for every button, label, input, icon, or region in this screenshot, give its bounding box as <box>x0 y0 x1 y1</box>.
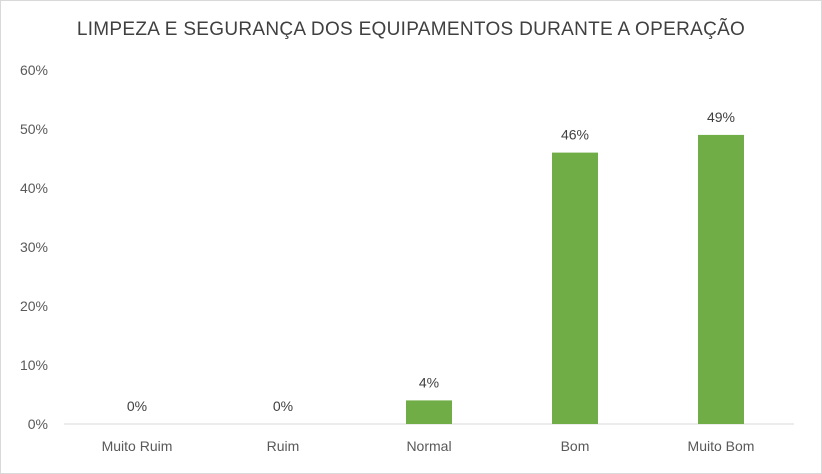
bar <box>552 152 598 424</box>
data-label: 49% <box>707 109 735 125</box>
x-tick-label: Muito Bom <box>688 438 755 454</box>
y-tick-label: 60% <box>20 62 48 78</box>
y-tick-label: 20% <box>20 298 48 314</box>
y-tick-label: 40% <box>20 180 48 196</box>
x-tick-label: Muito Ruim <box>102 438 173 454</box>
x-tick-label: Ruim <box>267 438 300 454</box>
y-tick-label: 10% <box>20 357 48 373</box>
x-tick-label: Normal <box>406 438 451 454</box>
data-label: 0% <box>127 398 147 414</box>
y-tick-label: 0% <box>28 416 48 432</box>
chart-title: LIMPEZA E SEGURANÇA DOS EQUIPAMENTOS DUR… <box>76 19 746 40</box>
y-tick-label: 50% <box>20 121 48 137</box>
bar <box>406 400 452 424</box>
data-label: 4% <box>419 374 439 390</box>
data-label: 0% <box>273 398 293 414</box>
y-tick-label: 30% <box>20 239 48 255</box>
data-label: 46% <box>561 127 589 143</box>
x-tick-label: Bom <box>561 438 590 454</box>
bar <box>698 134 744 424</box>
